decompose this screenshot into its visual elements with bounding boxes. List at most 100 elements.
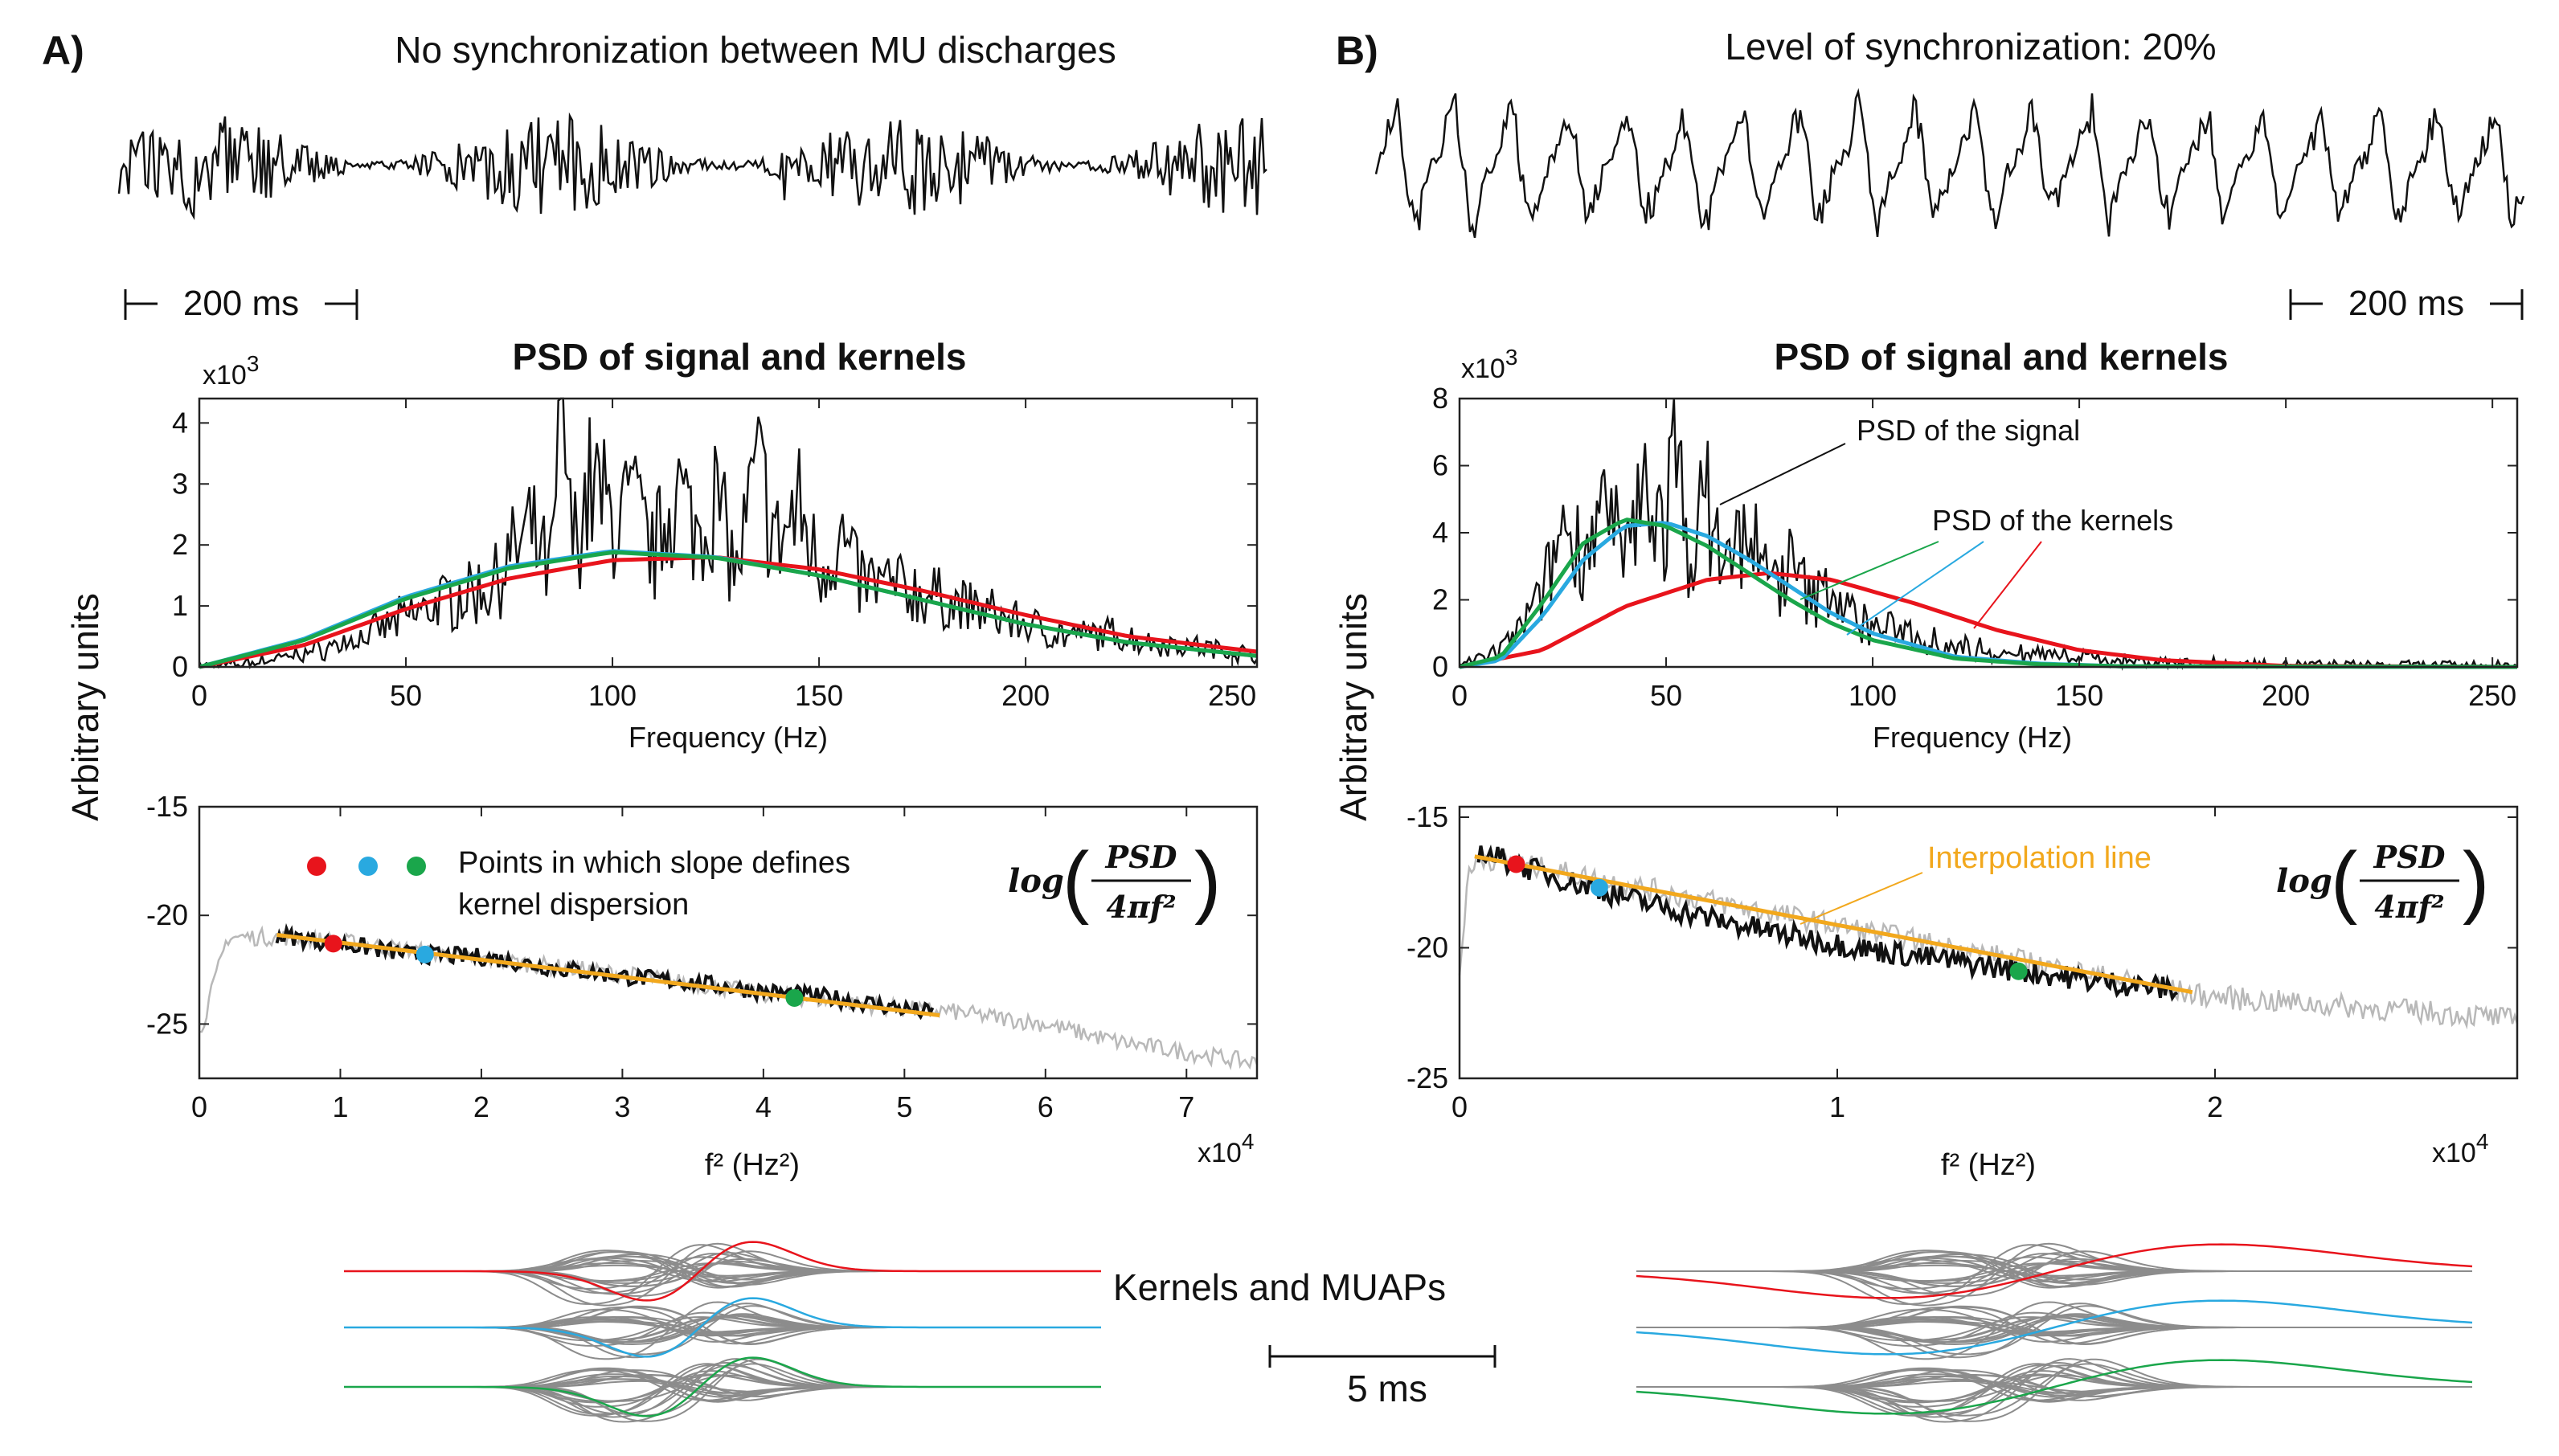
x-tick-label: 100	[1849, 679, 1897, 712]
y-tick-label: -15	[146, 790, 188, 823]
formula-b: log ( PSD 4πf² )	[2276, 836, 2489, 926]
svg-text:(: (	[2331, 836, 2357, 926]
annot-kernels: PSD of the kernels	[1932, 504, 2173, 537]
psd-title-a: PSD of signal and kernels	[513, 336, 967, 378]
annot-leader-red	[1973, 541, 2042, 629]
series-log-psd-4-f-full	[1458, 846, 2519, 1030]
scalebar-b-label: 200 ms	[2348, 284, 2464, 323]
kernel-waveform	[344, 1356, 1101, 1417]
series-log-psd-4-f-full	[199, 925, 1259, 1071]
legend-dot-red	[307, 857, 326, 876]
muap-waveform	[1636, 1363, 2472, 1417]
muap-waveform	[344, 1303, 1101, 1359]
x-axis-label: f² (Hz²)	[705, 1148, 800, 1182]
muaps-a	[344, 1241, 1101, 1423]
y-tick-label: 4	[1432, 516, 1448, 549]
log-b-multiplier: x104	[2432, 1129, 2488, 1168]
svg-text:): )	[1194, 836, 1221, 926]
annot-leader-cyan	[1846, 541, 1984, 636]
muap-waveform	[1636, 1305, 2472, 1346]
annot-interp-leader	[1799, 872, 1923, 925]
x-tick-label: 5	[896, 1090, 912, 1123]
muap-waveform	[1636, 1242, 2472, 1307]
log-a-multiplier: x104	[1198, 1129, 1254, 1168]
x-tick-label: 3	[614, 1090, 630, 1123]
x-tick-label: 50	[1650, 679, 1682, 712]
scalebar-a	[124, 289, 358, 320]
muap-waveform	[1636, 1250, 2472, 1297]
y-tick-label: -25	[146, 1007, 188, 1040]
x-tick-label: 150	[795, 679, 843, 712]
muaps-title: Kernels and MUAPs	[1113, 1266, 1446, 1308]
psd-b-multiplier: x103	[1461, 345, 1517, 384]
emg-trace-b	[1374, 88, 2525, 239]
x-tick-label: 150	[2055, 679, 2103, 712]
marker-green	[2009, 962, 2028, 980]
formula-a: log ( PSD 4πf² )	[1008, 836, 1221, 926]
muaps-b	[1636, 1242, 2473, 1423]
y-tick-label: 1	[172, 589, 188, 622]
x-tick-label: 1	[332, 1090, 348, 1123]
annot-signal-leader	[1719, 443, 1846, 505]
x-axis-label: f² (Hz²)	[1941, 1148, 2036, 1182]
series-interpolation-line	[1474, 854, 2193, 995]
x-tick-label: 0	[1451, 679, 1468, 712]
y-tick-label: 6	[1432, 449, 1448, 482]
svg-text:log: log	[2276, 862, 2332, 900]
annot-interp: Interpolation line	[1927, 841, 2152, 875]
legend-text-1: Points in which slope defines	[458, 846, 850, 880]
y-tick-label: -15	[1406, 800, 1448, 833]
kernel-waveform	[344, 1241, 1101, 1302]
psd-a-multiplier: x103	[203, 351, 259, 391]
x-tick-label: 7	[1178, 1090, 1194, 1123]
x-tick-label: 0	[191, 1090, 207, 1123]
series-kernel-2	[1459, 521, 2517, 669]
marker-green	[785, 988, 804, 1007]
y-tick-label: -20	[1406, 931, 1448, 964]
marker-cyan	[416, 945, 434, 963]
svg-text:(: (	[1062, 836, 1089, 926]
marker-red	[324, 935, 342, 953]
svg-text:log: log	[1008, 862, 1064, 900]
series-kernel-3	[1459, 517, 2517, 669]
x-tick-label: 250	[1208, 679, 1256, 712]
y-tick-label: 2	[1432, 583, 1448, 616]
svg-text:PSD: PSD	[1105, 839, 1177, 875]
muap-waveform	[344, 1305, 1101, 1356]
panel-label-a: A)	[42, 28, 84, 73]
panel-label-b: B)	[1336, 28, 1378, 73]
kernel-waveform	[1636, 1243, 2473, 1299]
x-tick-label: 50	[390, 679, 422, 712]
emg-trace-a	[117, 112, 1267, 221]
chart-a-psd: 0 50 100 150 200 250 0 1 2 3 4 Frequency (Hz)	[172, 397, 1259, 754]
y-tick-label: 8	[1432, 382, 1448, 415]
muaps-scalebar	[1268, 1345, 1497, 1368]
chart-a-log: 0 1 2 3 4 5 6 7 -25 -20 -15 f² (Hz²)	[146, 790, 1259, 1182]
chart-b-log: 0 1 2 -25 -20 -15 f² (Hz²)	[1406, 800, 2519, 1182]
axes-box	[1458, 805, 2519, 1080]
y-tick-label: -25	[1406, 1061, 1448, 1094]
svg-text:4πf²: 4πf²	[1106, 889, 1176, 925]
axes-box	[198, 397, 1259, 669]
x-tick-label: 250	[2468, 679, 2516, 712]
y-tick-label: 0	[1432, 650, 1448, 683]
y-tick-label: 3	[172, 467, 188, 500]
muap-waveform	[344, 1305, 1101, 1346]
ylabel-b: Arbitrary units	[1333, 593, 1374, 821]
x-tick-label: 100	[588, 679, 637, 712]
legend-dot-green	[407, 857, 426, 876]
x-tick-label: 200	[2262, 679, 2310, 712]
x-tick-label: 0	[191, 679, 207, 712]
x-tick-label: 2	[473, 1090, 489, 1123]
psd-title-b: PSD of signal and kernels	[1775, 336, 2229, 378]
muap-waveform	[1636, 1311, 2472, 1347]
x-tick-label: 6	[1038, 1090, 1054, 1123]
trace-title-a: No synchronization between MU discharges	[395, 29, 1116, 71]
x-tick-label: 0	[1451, 1090, 1468, 1123]
muap-waveform	[1636, 1305, 2472, 1356]
legend-text-2: kernel dispersion	[458, 888, 689, 922]
y-tick-label: 0	[172, 650, 188, 683]
x-tick-label: 200	[1001, 679, 1050, 712]
scalebar-b	[2289, 289, 2524, 320]
